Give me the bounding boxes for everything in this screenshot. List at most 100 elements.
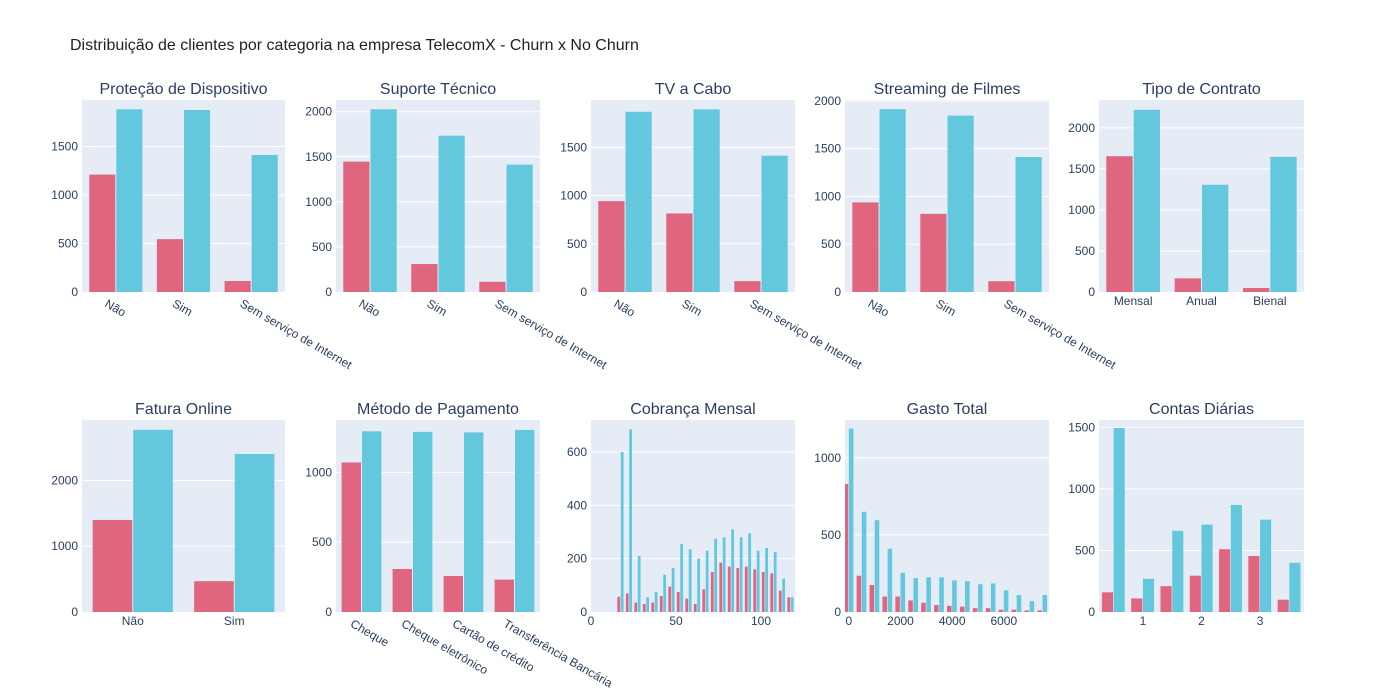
chart-7-metodo-de-pagamento-bar-churn-cheque-eletronico[interactable] <box>392 568 412 612</box>
chart-9-gasto-total-bin-churn-11[interactable] <box>972 608 978 612</box>
chart-8-cobranca-mensal-bin-no-churn-11[interactable] <box>705 550 709 612</box>
chart-9-gasto-total-bin-churn-9[interactable] <box>947 605 952 612</box>
chart-9-gasto-total-bin-churn-12[interactable] <box>985 608 991 612</box>
chart-8-cobranca-mensal-bin-churn-4[interactable] <box>642 604 646 612</box>
chart-8-cobranca-mensal-bin-churn-7[interactable] <box>668 586 672 612</box>
chart-8-cobranca-mensal-bin-churn-11[interactable] <box>702 589 706 612</box>
chart-6-fatura-online-bar-no-churn-nao[interactable] <box>133 429 173 612</box>
chart-8-cobranca-mensal-bin-churn-15[interactable] <box>736 568 740 612</box>
chart-3-tv-a-cabo-bar-churn-nao[interactable] <box>598 201 625 292</box>
chart-8-cobranca-mensal-bin-no-churn-9[interactable] <box>688 549 692 612</box>
chart-8-cobranca-mensal-bin-no-churn-7[interactable] <box>671 568 675 612</box>
chart-9-gasto-total-bin-churn-3[interactable] <box>869 585 875 612</box>
chart-9-gasto-total-bin-no-churn-3[interactable] <box>874 520 880 612</box>
chart-9-gasto-total-bin-no-churn-13[interactable] <box>1003 590 1009 612</box>
chart-9-gasto-total-bin-churn-7[interactable] <box>921 602 926 612</box>
chart-8-cobranca-mensal-bin-churn-19[interactable] <box>770 573 774 612</box>
chart-8-cobranca-mensal-bin-churn-2[interactable] <box>625 593 629 612</box>
chart-4-streaming-de-filmes-bar-no-churn-sem-servico-de-internet[interactable] <box>1015 157 1042 292</box>
chart-10-contas-diarias-bin-churn-2[interactable] <box>1131 598 1143 612</box>
chart-2-suporte-tecnico-bar-churn-sem-servico-de-internet[interactable] <box>479 281 506 292</box>
chart-8-cobranca-mensal-bin-churn-14[interactable] <box>727 566 731 612</box>
chart-8-cobranca-mensal-bin-no-churn-4[interactable] <box>646 597 650 612</box>
chart-8-cobranca-mensal-bin-churn-16[interactable] <box>744 566 748 612</box>
chart-9-gasto-total-bin-no-churn-5[interactable] <box>900 572 906 612</box>
chart-4-streaming-de-filmes-bar-churn-nao[interactable] <box>852 202 879 292</box>
chart-6-fatura-online-bar-no-churn-sim[interactable] <box>234 453 275 612</box>
chart-8-cobranca-mensal-bin-churn-9[interactable] <box>685 598 689 612</box>
chart-3-tv-a-cabo-bar-churn-sim[interactable] <box>666 213 693 292</box>
chart-1-protecao-de-dispositivo-bar-churn-sim[interactable] <box>156 239 183 292</box>
chart-10-contas-diarias-bin-churn-1[interactable] <box>1101 592 1114 612</box>
chart-10-contas-diarias-bin-no-churn-3[interactable] <box>1172 530 1184 612</box>
chart-5-tipo-de-contrato-bar-churn-anual[interactable] <box>1174 278 1201 292</box>
chart-4-streaming-de-filmes-bar-churn-sim[interactable] <box>920 213 947 292</box>
chart-10-contas-diarias-bin-churn-7[interactable] <box>1277 599 1289 612</box>
chart-1-protecao-de-dispositivo-bar-churn-nao[interactable] <box>89 174 116 292</box>
chart-9-gasto-total-bin-churn-6[interactable] <box>908 600 913 612</box>
chart-7-metodo-de-pagamento-bar-no-churn-cartao-de-credito[interactable] <box>464 432 484 612</box>
chart-5-tipo-de-contrato-bar-no-churn-mensal[interactable] <box>1133 109 1160 292</box>
chart-8-cobranca-mensal-bin-no-churn-19[interactable] <box>773 552 777 612</box>
chart-1-protecao-de-dispositivo-bar-no-churn-sim[interactable] <box>184 109 211 292</box>
chart-10-contas-diarias-bin-no-churn-1[interactable] <box>1113 428 1125 612</box>
chart-9-gasto-total-bin-no-churn-6[interactable] <box>913 578 918 612</box>
chart-9-gasto-total-bin-no-churn-10[interactable] <box>965 581 970 612</box>
chart-9-gasto-total-bin-churn-10[interactable] <box>959 606 965 612</box>
chart-9-gasto-total-bin-no-churn-4[interactable] <box>887 548 893 612</box>
chart-10-contas-diarias-bin-churn-5[interactable] <box>1219 549 1231 612</box>
chart-6-fatura-online-bar-churn-nao[interactable] <box>92 519 133 612</box>
chart-3-tv-a-cabo-bar-no-churn-nao[interactable] <box>625 111 652 293</box>
chart-8-cobranca-mensal-bin-no-churn-20[interactable] <box>782 578 786 612</box>
chart-8-cobranca-mensal-bin-churn-20[interactable] <box>778 590 782 612</box>
chart-7-metodo-de-pagamento-bar-no-churn-transferencia-bancaria[interactable] <box>515 429 535 612</box>
chart-9-gasto-total-bin-churn-15[interactable] <box>1024 610 1030 612</box>
chart-8-cobranca-mensal-bin-no-churn-3[interactable] <box>637 556 641 612</box>
chart-9-gasto-total-bin-churn-1[interactable] <box>845 484 849 612</box>
chart-1-protecao-de-dispositivo-bar-no-churn-nao[interactable] <box>116 109 143 293</box>
chart-8-cobranca-mensal-bin-no-churn-18[interactable] <box>765 548 769 612</box>
chart-8-cobranca-mensal-bin-churn-18[interactable] <box>761 572 765 612</box>
chart-6-fatura-online-bar-churn-sim[interactable] <box>194 581 234 612</box>
chart-8-cobranca-mensal-bin-no-churn-16[interactable] <box>748 533 752 612</box>
chart-8-cobranca-mensal-bin-churn-5[interactable] <box>651 602 655 612</box>
chart-8-cobranca-mensal-bin-churn-10[interactable] <box>693 604 697 612</box>
chart-9-gasto-total-bin-no-churn-12[interactable] <box>990 583 996 612</box>
chart-9-gasto-total-bin-no-churn-14[interactable] <box>1016 595 1022 612</box>
chart-2-suporte-tecnico-bar-churn-sim[interactable] <box>411 264 438 292</box>
chart-3-tv-a-cabo-bar-no-churn-sim[interactable] <box>693 109 720 292</box>
chart-9-gasto-total-bin-churn-4[interactable] <box>882 596 888 612</box>
chart-7-metodo-de-pagamento-bar-churn-cartao-de-credito[interactable] <box>443 575 463 612</box>
chart-8-cobranca-mensal-bin-churn-13[interactable] <box>719 562 723 612</box>
chart-8-cobranca-mensal-bin-no-churn-17[interactable] <box>756 550 760 612</box>
chart-9-gasto-total-bin-churn-8[interactable] <box>934 605 939 612</box>
chart-9-gasto-total-bin-churn-14[interactable] <box>1011 609 1017 612</box>
chart-7-metodo-de-pagamento-bar-no-churn-cheque[interactable] <box>362 431 382 612</box>
chart-10-contas-diarias-bin-churn-6[interactable] <box>1248 556 1260 612</box>
chart-8-cobranca-mensal-bin-no-churn-8[interactable] <box>680 544 684 612</box>
chart-8-cobranca-mensal-bin-churn-21[interactable] <box>787 597 791 612</box>
chart-10-contas-diarias-bin-no-churn-4[interactable] <box>1201 524 1213 612</box>
chart-10-contas-diarias-bin-churn-3[interactable] <box>1160 586 1172 612</box>
chart-7-metodo-de-pagamento-bar-churn-transferencia-bancaria[interactable] <box>494 579 514 612</box>
chart-8-cobranca-mensal-bin-churn-12[interactable] <box>710 572 714 612</box>
chart-8-cobranca-mensal-bin-no-churn-5[interactable] <box>654 592 658 612</box>
chart-8-cobranca-mensal-bin-no-churn-14[interactable] <box>731 529 735 612</box>
chart-9-gasto-total-bin-no-churn-15[interactable] <box>1029 601 1035 612</box>
chart-5-tipo-de-contrato-bar-no-churn-anual[interactable] <box>1202 184 1229 292</box>
chart-4-streaming-de-filmes-bar-no-churn-nao[interactable] <box>879 109 906 292</box>
chart-8-cobranca-mensal-bin-no-churn-2[interactable] <box>629 429 633 612</box>
chart-5-tipo-de-contrato-bar-churn-bienal[interactable] <box>1243 288 1270 292</box>
chart-8-cobranca-mensal-bin-churn-17[interactable] <box>753 569 757 612</box>
chart-1-protecao-de-dispositivo-bar-no-churn-sem-servico-de-internet[interactable] <box>251 154 278 292</box>
chart-2-suporte-tecnico-bar-churn-nao[interactable] <box>343 161 370 292</box>
chart-10-contas-diarias-bin-no-churn-7[interactable] <box>1289 562 1301 612</box>
chart-5-tipo-de-contrato-bar-no-churn-bienal[interactable] <box>1270 156 1297 292</box>
chart-9-gasto-total-bin-churn-5[interactable] <box>895 596 900 612</box>
chart-10-contas-diarias-bin-no-churn-2[interactable] <box>1142 578 1155 612</box>
chart-7-metodo-de-pagamento-bar-churn-cheque[interactable] <box>341 462 361 612</box>
chart-8-cobranca-mensal-bin-no-churn-21[interactable] <box>790 597 794 612</box>
chart-8-cobranca-mensal-bin-churn-6[interactable] <box>659 596 663 612</box>
chart-3-tv-a-cabo-bar-no-churn-sem-servico-de-internet[interactable] <box>761 155 788 292</box>
chart-9-gasto-total-bin-churn-16[interactable] <box>1037 610 1042 612</box>
